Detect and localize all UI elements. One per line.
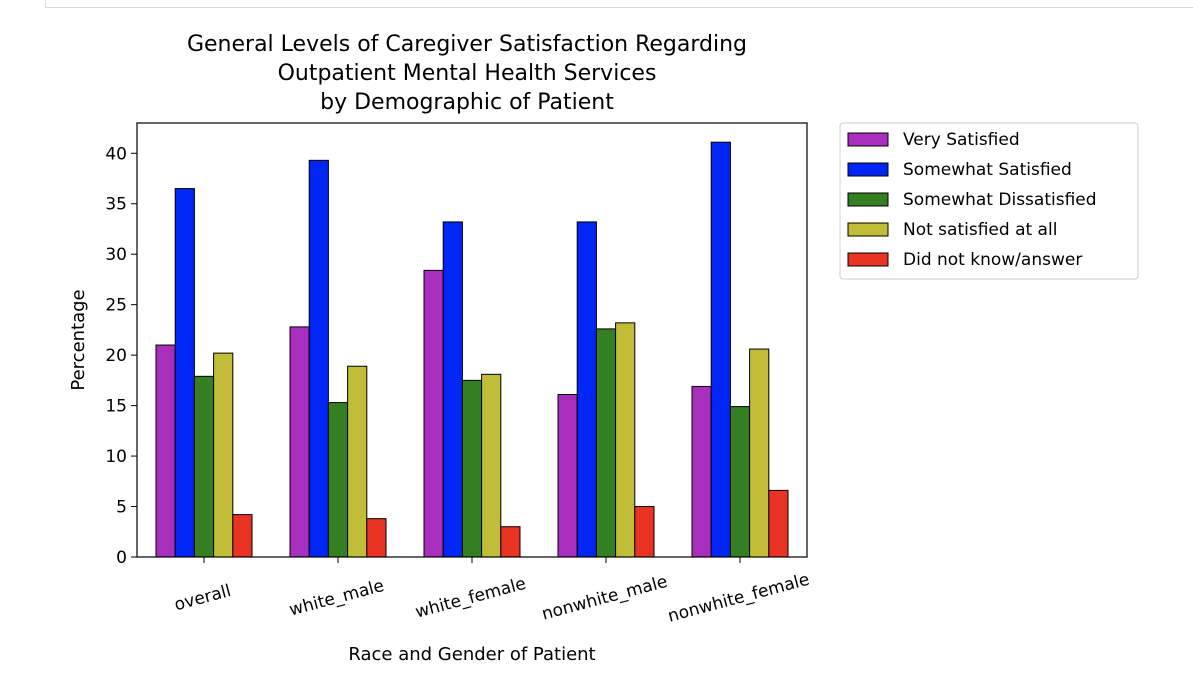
y-tick-label: 35: [105, 195, 127, 215]
bar: [289, 326, 310, 558]
bar: [710, 141, 731, 558]
legend-swatch: [847, 192, 889, 207]
bar: [481, 373, 502, 558]
legend-box: [839, 122, 1139, 280]
y-tick-label: 15: [105, 397, 127, 417]
legend-swatch: [847, 222, 889, 237]
bar: [768, 489, 789, 558]
y-tick-label: 5: [116, 498, 127, 518]
y-tick-label: 25: [105, 296, 127, 316]
legend-label: Somewhat Dissatisfied: [903, 190, 1097, 210]
y-tick-label: 0: [116, 548, 127, 568]
y-tick-label: 40: [105, 144, 127, 164]
bar: [595, 328, 617, 558]
x-tick-label: white_female: [413, 574, 528, 623]
bar: [327, 402, 349, 558]
chart-title-line: General Levels of Caregiver Satisfaction…: [187, 32, 747, 57]
notebook-cell-border: [45, 0, 1193, 8]
bar: [423, 269, 444, 558]
bar: [691, 385, 712, 558]
bar: [557, 394, 578, 558]
bar: [155, 344, 176, 558]
bar: [442, 221, 463, 558]
legend-swatch: [847, 162, 889, 177]
bar: [749, 348, 770, 558]
y-tick-label: 30: [105, 245, 127, 265]
x-tick-label: overall: [172, 581, 233, 615]
legend-label: Very Satisfied: [903, 130, 1020, 150]
y-axis: 0 5 10 15 20 25 30 35 40: [105, 144, 137, 568]
bar: [461, 379, 483, 558]
legend-swatch: [847, 132, 889, 147]
legend-label: Did not know/answer: [903, 250, 1082, 270]
bar: [213, 352, 234, 558]
bar: [576, 221, 597, 558]
x-tick-label: nonwhite_female: [666, 570, 812, 627]
bar: [500, 526, 521, 558]
bar: [615, 322, 636, 558]
chart-title-line: by Demographic of Patient: [320, 90, 614, 115]
chart-title: General Levels of Caregiver Satisfaction…: [187, 32, 747, 115]
bar: [193, 375, 215, 558]
x-axis: overall white_male white_female nonwhite_ma…: [172, 557, 812, 627]
x-tick-label: white_male: [287, 576, 386, 620]
bar: [347, 365, 368, 558]
x-tick-label: nonwhite_male: [540, 572, 670, 625]
legend-swatch: [847, 252, 889, 267]
bar: [729, 406, 751, 558]
legend-label: Not satisfied at all: [903, 220, 1057, 240]
legend-label: Somewhat Satisfied: [903, 160, 1072, 180]
x-axis-label: Race and Gender of Patient: [348, 644, 595, 665]
bar: [308, 159, 329, 558]
y-axis-label: Percentage: [68, 289, 89, 390]
bar: [634, 506, 655, 558]
bar-group: [155, 141, 789, 558]
y-tick-label: 10: [105, 447, 127, 467]
bar: [174, 188, 195, 558]
bar: [232, 514, 253, 558]
legend: Very Satisfied Somewhat Satisfied Somewhat…: [839, 122, 1139, 280]
y-tick-label: 20: [105, 346, 127, 366]
bar: [366, 518, 387, 558]
chart-title-line: Outpatient Mental Health Services: [278, 61, 657, 86]
